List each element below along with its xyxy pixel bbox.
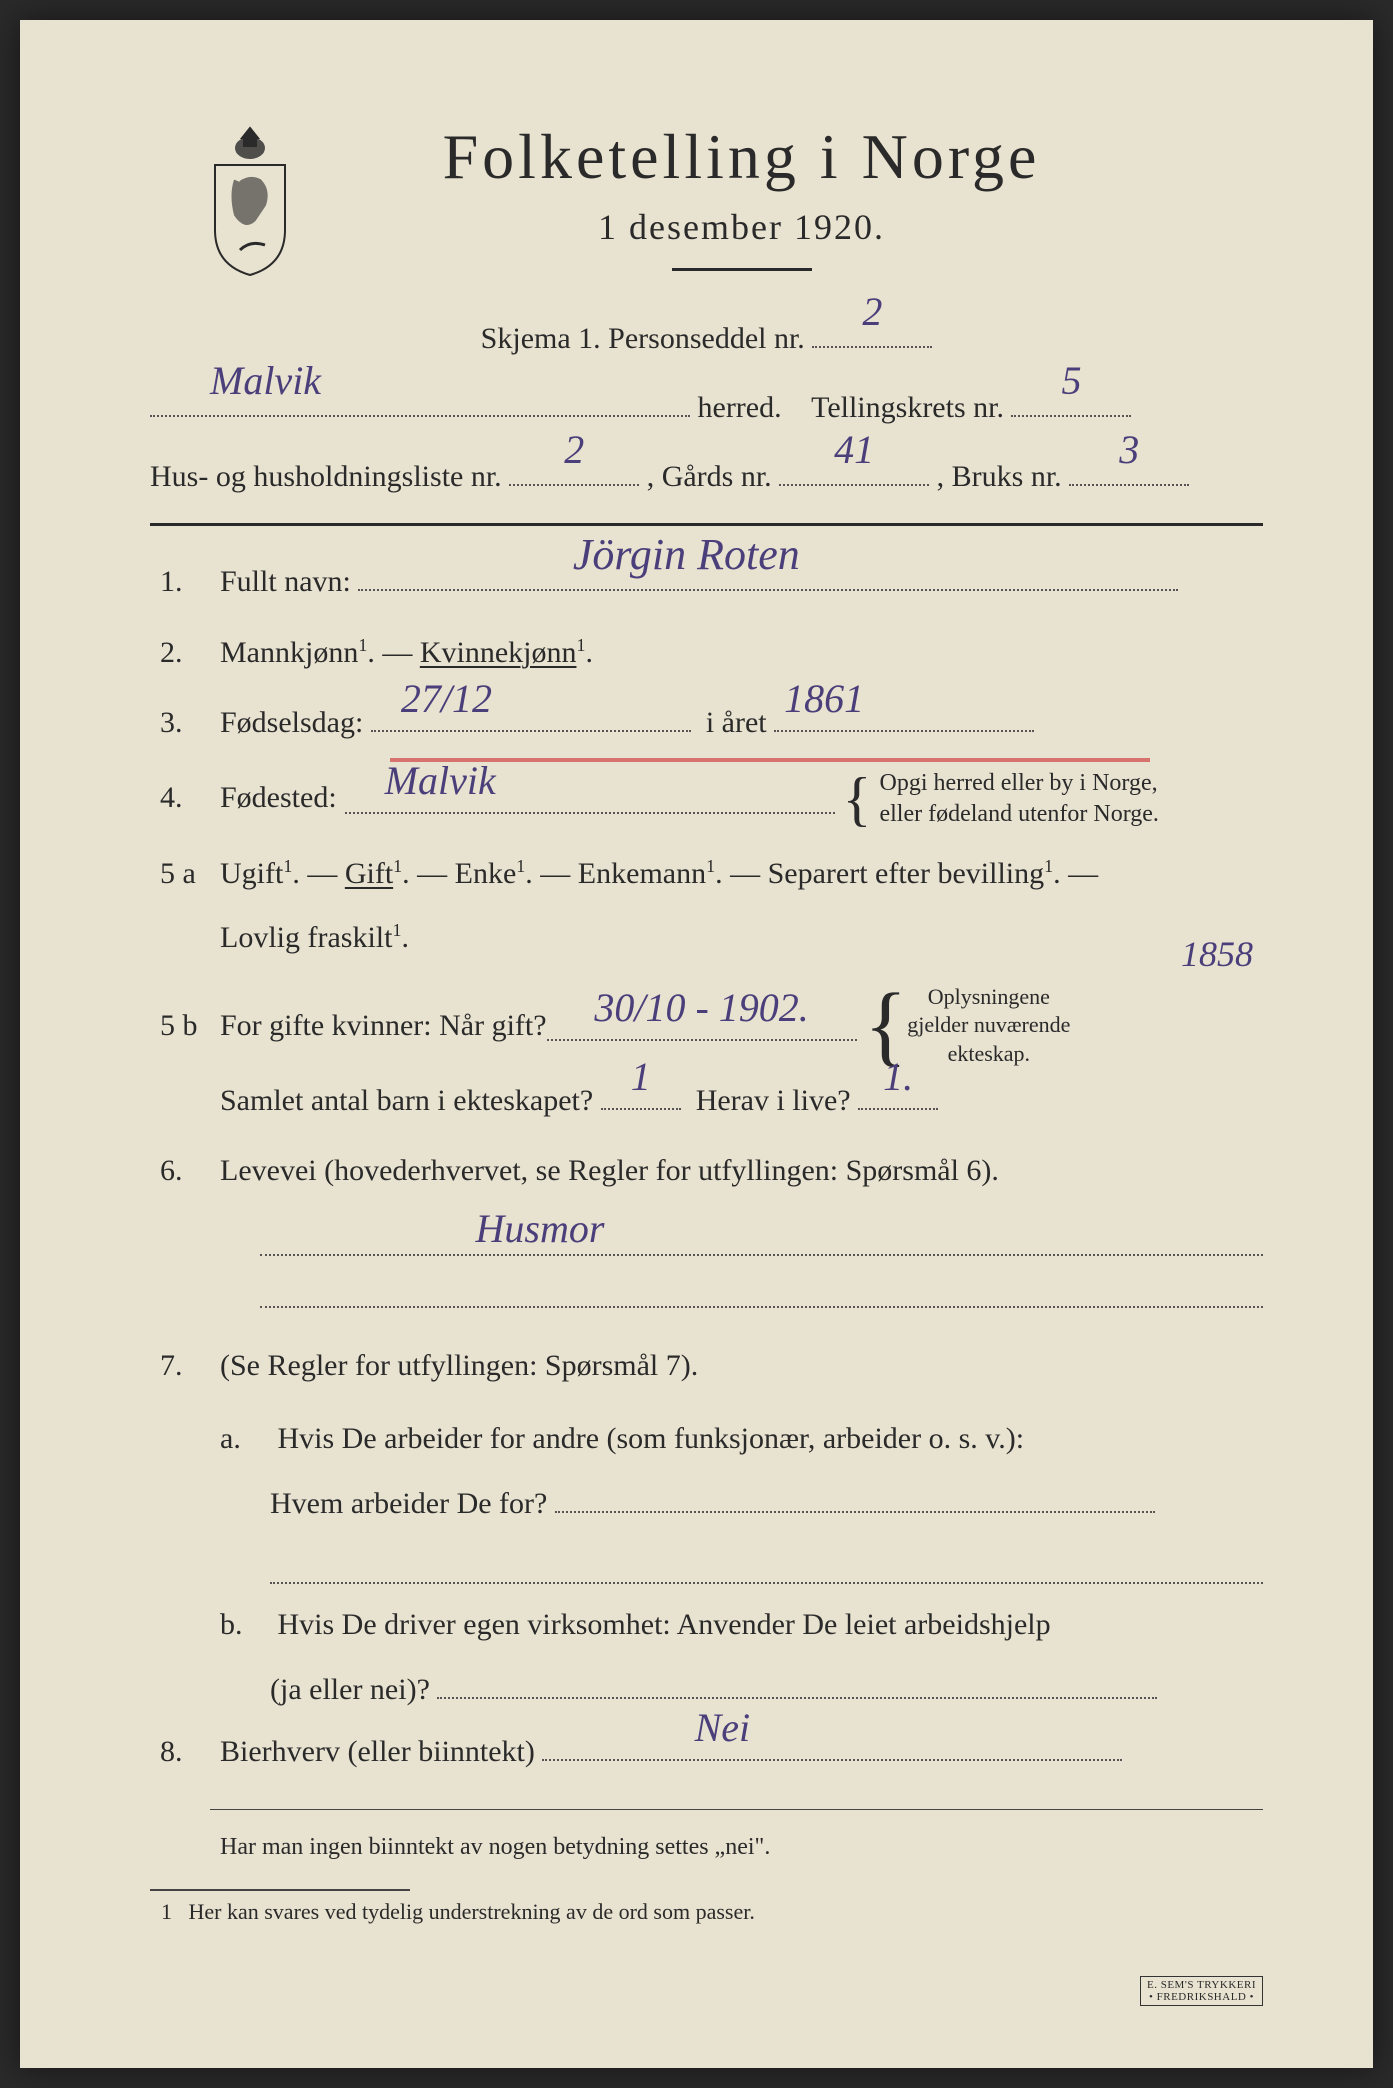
q1-row: 1. Fullt navn: Jörgin Roten (150, 556, 1263, 609)
gards-label: , Gårds nr. (647, 460, 772, 493)
q5b-barn-value: 1 (631, 1042, 651, 1112)
q5a-num: 5 a (150, 848, 220, 901)
q4-label: Fødested: (220, 772, 337, 825)
hus-line: Hus- og husholdningsliste nr. 2 , Gårds … (150, 448, 1263, 505)
q6-blank-line (260, 1268, 1263, 1308)
q5a-enke: Enke (455, 857, 517, 890)
q5b-row1: 5 b For gifte kvinner: Når gift? 30/10 -… (150, 983, 1263, 1069)
q8-row: 8. Bierhverv (eller biinntekt) Nei (150, 1726, 1263, 1779)
q6-value-line: Husmor (260, 1216, 1263, 1256)
bruks-label: , Bruks nr. (937, 460, 1062, 493)
q2-row: 2. Mannkjønn1. — Kvinnekjønn1. (150, 627, 1263, 680)
footnote-num: 1 (161, 1899, 172, 1924)
page-subtitle: 1 desember 1920. (340, 206, 1143, 248)
q5a-tail: Lovlig fraskilt1. (150, 912, 1263, 965)
q5b-barn-label: Samlet antal barn i ekteskapet? (220, 1084, 593, 1117)
q1-label: Fullt navn: (220, 565, 351, 598)
q5b-gift-value: 30/10 - 1902. (594, 973, 808, 1043)
q5b-block: 1858 5 b For gifte kvinner: Når gift? 30… (150, 983, 1263, 1127)
coat-of-arms-icon (190, 120, 310, 280)
q4-note: Opgi herred eller by i Norge, eller føde… (879, 768, 1158, 830)
q8-value: Nei (695, 1693, 751, 1763)
q5a-ugift: Ugift (220, 857, 283, 890)
printer-stamp: E. SEM'S TRYKKERI • FREDRIKSHALD • (1140, 1976, 1263, 2006)
q8-label: Bierhverv (eller biinntekt) (220, 1735, 535, 1768)
footer-note: Har man ingen biinntekt av nogen betydni… (150, 1834, 1263, 1861)
q5a-fraskilt: Lovlig fraskilt (220, 921, 392, 954)
thin-divider (210, 1809, 1263, 1811)
q2-mann: Mannkjønn (220, 636, 358, 669)
q7a-label: Hvis De arbeider for andre (som funksjon… (278, 1422, 1025, 1455)
q5b-note: Oplysningene gjelder nuværende ekteskap. (907, 983, 1070, 1069)
hus-label: Hus- og husholdningsliste nr. (150, 460, 502, 493)
q7a-q: Hvem arbeider De for? (150, 1475, 1263, 1532)
title-block: Folketelling i Norge 1 desember 1920. (340, 120, 1263, 271)
census-form-page: Folketelling i Norge 1 desember 1920. Sk… (20, 20, 1373, 2068)
q3-year: 1861 (784, 664, 864, 734)
q5a-gift: Gift (345, 857, 393, 890)
q7b: b. Hvis De driver egen virksomhet: Anven… (150, 1596, 1263, 1653)
q7-num: 7. (150, 1340, 220, 1393)
q5b-row2: Samlet antal barn i ekteskapet? 1 Herav … (150, 1075, 1263, 1128)
q6-num: 6. (150, 1145, 220, 1198)
q7b-label: Hvis De driver egen virksomhet: Anvender… (278, 1608, 1051, 1641)
q1-value: Jörgin Roten (573, 516, 800, 593)
q6-value: Husmor (476, 1205, 605, 1252)
q3-row: 3. Fødselsdag: 27/12 i året 1861 (150, 697, 1263, 750)
q5b-live-value: 1. (883, 1042, 913, 1112)
q4-value: Malvik (385, 746, 496, 816)
herred-label: herred. (698, 391, 782, 424)
q7-row: 7. (Se Regler for utfyllingen: Spørsmål … (150, 1340, 1263, 1393)
hus-nr: 2 (564, 412, 584, 488)
q3-year-label: i året (706, 706, 767, 739)
footnote: 1 Her kan svares ved tydelig understrekn… (150, 1899, 1263, 1925)
q4-num: 4. (150, 772, 220, 825)
q6-label: Levevei (hovederhvervet, se Regler for u… (220, 1154, 999, 1187)
q2-num: 2. (150, 627, 220, 680)
q5b-num: 5 b (150, 1000, 220, 1053)
q5a-row: 5 a Ugift1. — Gift1. — Enke1. — Enkemann… (150, 848, 1263, 901)
gards-nr: 41 (834, 412, 874, 488)
q7a-blank (270, 1544, 1263, 1584)
q5a-separert: Separert efter bevilling (768, 857, 1045, 890)
q5b-label: For gifte kvinner: Når gift? (220, 1000, 547, 1053)
q7a-question: Hvem arbeider De for? (270, 1487, 547, 1520)
q7b-question: (ja eller nei)? (270, 1673, 430, 1706)
q5b-margin-note: 1858 (1181, 933, 1253, 975)
q3-label: Fødselsdag: (220, 706, 363, 739)
q3-day: 27/12 (401, 664, 492, 734)
q1-num: 1. (150, 556, 220, 609)
q7-label: (Se Regler for utfyllingen: Spørsmål 7). (220, 1349, 698, 1382)
q6-row: 6. Levevei (hovederhvervet, se Regler fo… (150, 1145, 1263, 1198)
herred-line: Malvik herred. Tellingskrets nr. 5 (150, 379, 1263, 436)
q7a: a. Hvis De arbeider for andre (som funks… (150, 1410, 1263, 1467)
bruks-nr: 3 (1119, 412, 1139, 488)
header: Folketelling i Norge 1 desember 1920. (150, 120, 1263, 280)
q8-num: 8. (150, 1726, 220, 1779)
herred-value: Malvik (210, 343, 321, 419)
skjema-label: Skjema 1. Personseddel nr. (481, 322, 805, 355)
q4-row: 4. Fødested: Malvik { Opgi herred eller … (150, 768, 1263, 830)
q5a-enkemann: Enkemann (578, 857, 706, 890)
tellingskrets-nr: 5 (1061, 343, 1081, 419)
title-rule (672, 268, 812, 271)
page-title: Folketelling i Norge (340, 120, 1143, 194)
red-underline (390, 758, 1150, 762)
q3-num: 3. (150, 697, 220, 750)
personseddel-nr: 2 (862, 274, 882, 350)
q5b-live-label: Herav i live? (696, 1084, 851, 1117)
footnote-rule (150, 1889, 410, 1891)
